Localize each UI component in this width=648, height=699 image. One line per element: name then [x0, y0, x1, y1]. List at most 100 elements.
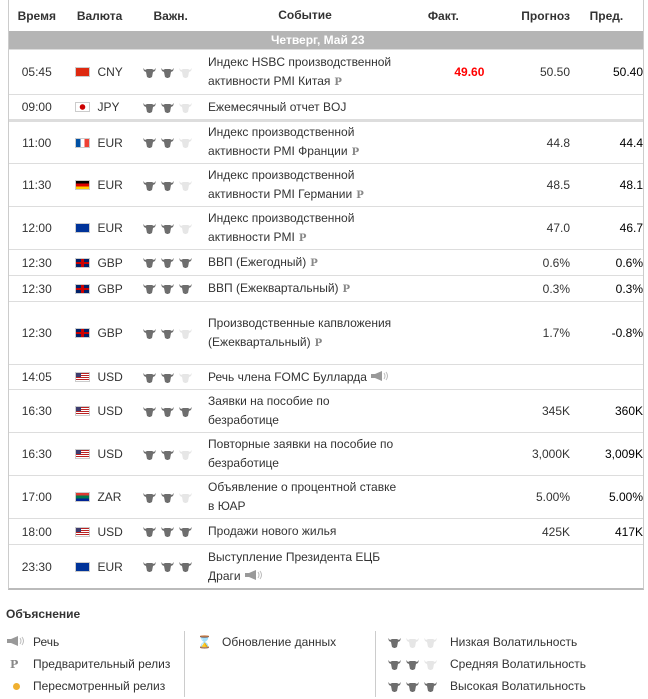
event-time: 11:30	[22, 178, 52, 192]
header-time[interactable]: Время	[17, 8, 56, 23]
event-name[interactable]: Индекс производственной активности PMI Г…	[207, 166, 403, 205]
flag-gb-icon	[75, 328, 91, 338]
event-time: 17:00	[21, 490, 52, 504]
importance-bulls	[135, 283, 207, 294]
event-name[interactable]: Ежемесячный отчет BOJ	[207, 98, 403, 117]
event-previous: -0.8%	[611, 326, 643, 340]
event-name[interactable]: Объявление о процентной ставке в ЮАР	[207, 478, 403, 516]
event-name[interactable]: Индекс производственной активности PMI Ф…	[207, 123, 403, 162]
event-name[interactable]: Индекс HSBC производственной активности …	[207, 53, 403, 92]
table-row[interactable]: 14:05 USD Речь члена FOMC Булларда	[9, 364, 643, 389]
legend-low: Низкая Волатильность	[450, 635, 578, 649]
event-name[interactable]: Выступление Президента ЕЦБ Драги	[207, 548, 403, 586]
table-row[interactable]: 23:30 EUR Выступление Президента ЕЦБ Драги	[9, 544, 643, 588]
speech-icon	[244, 569, 262, 580]
flag-us-icon	[75, 406, 91, 416]
table-row[interactable]: 18:00 USD Продажи нового жилья 425K 417K	[9, 518, 643, 544]
event-forecast: 47.0	[546, 221, 571, 235]
currency-code: USD	[97, 447, 123, 461]
event-currency: CNY	[64, 65, 134, 79]
event-currency: USD	[64, 404, 134, 418]
bull-icon	[178, 102, 192, 113]
flag-eu-icon	[75, 561, 91, 572]
event-previous: 0.6%	[615, 255, 643, 270]
event-name[interactable]: Производственные капвложения (Ежеквартал…	[207, 314, 403, 353]
bull-icon	[388, 637, 401, 648]
legend-update: Обновление данных	[222, 635, 337, 649]
event-forecast: 425K	[541, 524, 571, 539]
bull-icon	[160, 372, 174, 383]
bull-icon	[142, 372, 156, 383]
event-forecast: 5.00%	[535, 490, 571, 504]
flag-us-icon	[75, 526, 91, 537]
header-forecast[interactable]: Прогноз	[484, 9, 570, 23]
table-row[interactable]: 11:00 EUR Индекс производственной активнос…	[9, 119, 643, 163]
speech-icon	[7, 636, 24, 646]
table-row[interactable]: 09:00 JPY Ежемесячный отчет BOJ	[9, 94, 643, 119]
table-row[interactable]: 12:00 EUR Индекс производственной активнос…	[9, 206, 643, 249]
currency-code: EUR	[97, 221, 123, 235]
bull-icon	[142, 223, 156, 234]
table-row[interactable]: 12:30 GBP Производственные капвложения (Еж…	[9, 301, 643, 364]
currency-code: USD	[97, 370, 123, 384]
preliminary-icon: P	[314, 337, 323, 349]
event-time: 16:30	[21, 404, 52, 418]
event-currency: EUR	[64, 136, 134, 150]
bull-icon	[178, 372, 192, 383]
header-currency[interactable]: Валюта	[76, 8, 123, 23]
flag-eu-icon	[75, 223, 91, 233]
event-text: Индекс HSBC производственной активности …	[208, 54, 392, 88]
medium-volatility-icon	[388, 659, 450, 670]
currency-code: JPY	[97, 100, 120, 114]
event-time: 12:30	[21, 281, 52, 296]
table-row[interactable]: 17:00 ZAR Объявление о процентной ставке в…	[9, 475, 643, 518]
importance-bulls	[135, 137, 207, 148]
event-name[interactable]: Продажи нового жилья	[207, 522, 403, 541]
event-text: Объявление о процентной ставке в ЮАР	[208, 480, 397, 513]
event-forecast: 1.7%	[542, 326, 571, 340]
event-text: Индекс производственной активности PMI	[208, 210, 355, 244]
flag-us-icon	[75, 449, 91, 459]
header-importance[interactable]: Важн.	[153, 8, 188, 23]
importance-bulls	[135, 223, 207, 234]
bull-icon	[142, 180, 156, 191]
high-volatility-icon	[388, 681, 450, 692]
event-text: Индекс производственной активности PMI Г…	[208, 167, 355, 201]
flag-za-icon	[75, 492, 91, 502]
event-name[interactable]: Индекс производственной активности PMI P	[207, 209, 403, 248]
bull-icon	[178, 492, 192, 503]
header-event[interactable]: Событие	[278, 8, 332, 22]
event-name[interactable]: ВВП (Ежеквартальный) P	[207, 279, 403, 299]
bull-icon	[142, 527, 156, 537]
event-text: Заявки на пособие по безработице	[208, 394, 330, 427]
header-actual[interactable]: Факт.	[427, 8, 459, 23]
table-row[interactable]: 12:30 GBP ВВП (Ежегодный) P 0.6% 0.6%	[9, 249, 643, 275]
bull-icon	[406, 637, 419, 648]
table-row[interactable]: 05:45 CNY Индекс HSBC производственной акт…	[9, 49, 643, 94]
event-time: 16:30	[21, 447, 52, 461]
importance-bulls	[135, 67, 207, 78]
table-row[interactable]: 16:30 USD Повторные заявки на пособие по б…	[9, 432, 643, 475]
legend-col-marks: Речь P Предварительный релиз Пересмотренн…	[6, 631, 185, 697]
event-currency: EUR	[64, 221, 134, 235]
economic-calendar-table: Время Валюта Важн. Событие Факт. Прогноз…	[8, 0, 644, 590]
event-name[interactable]: ВВП (Ежегодный) P	[207, 253, 403, 273]
bull-icon	[406, 659, 419, 670]
event-currency: GBP	[64, 256, 134, 270]
importance-bulls	[135, 328, 207, 339]
table-row[interactable]: 12:30 GBP ВВП (Ежеквартальный) P 0.3% 0.3%	[9, 275, 643, 301]
table-row[interactable]: 11:30 EUR Индекс производственной активнос…	[9, 163, 643, 206]
header-previous[interactable]: Пред.	[589, 8, 624, 23]
bull-icon	[178, 258, 192, 268]
preliminary-icon: P	[334, 76, 342, 88]
event-name[interactable]: Заявки на пособие по безработице	[207, 392, 403, 430]
event-name[interactable]: Повторные заявки на пособие по безработи…	[207, 435, 403, 473]
event-name[interactable]: Речь члена FOMC Булларда	[207, 368, 403, 387]
event-forecast: 3,000K	[531, 447, 571, 461]
table-row[interactable]: 16:30 USD Заявки на пособие по безработице…	[9, 389, 643, 432]
legend-speech: Речь	[33, 635, 60, 649]
bull-icon	[160, 138, 174, 148]
flag-fr-icon	[75, 137, 91, 148]
event-previous: 46.7	[619, 221, 643, 235]
event-text: Речь члена FOMC Булларда	[208, 369, 367, 384]
